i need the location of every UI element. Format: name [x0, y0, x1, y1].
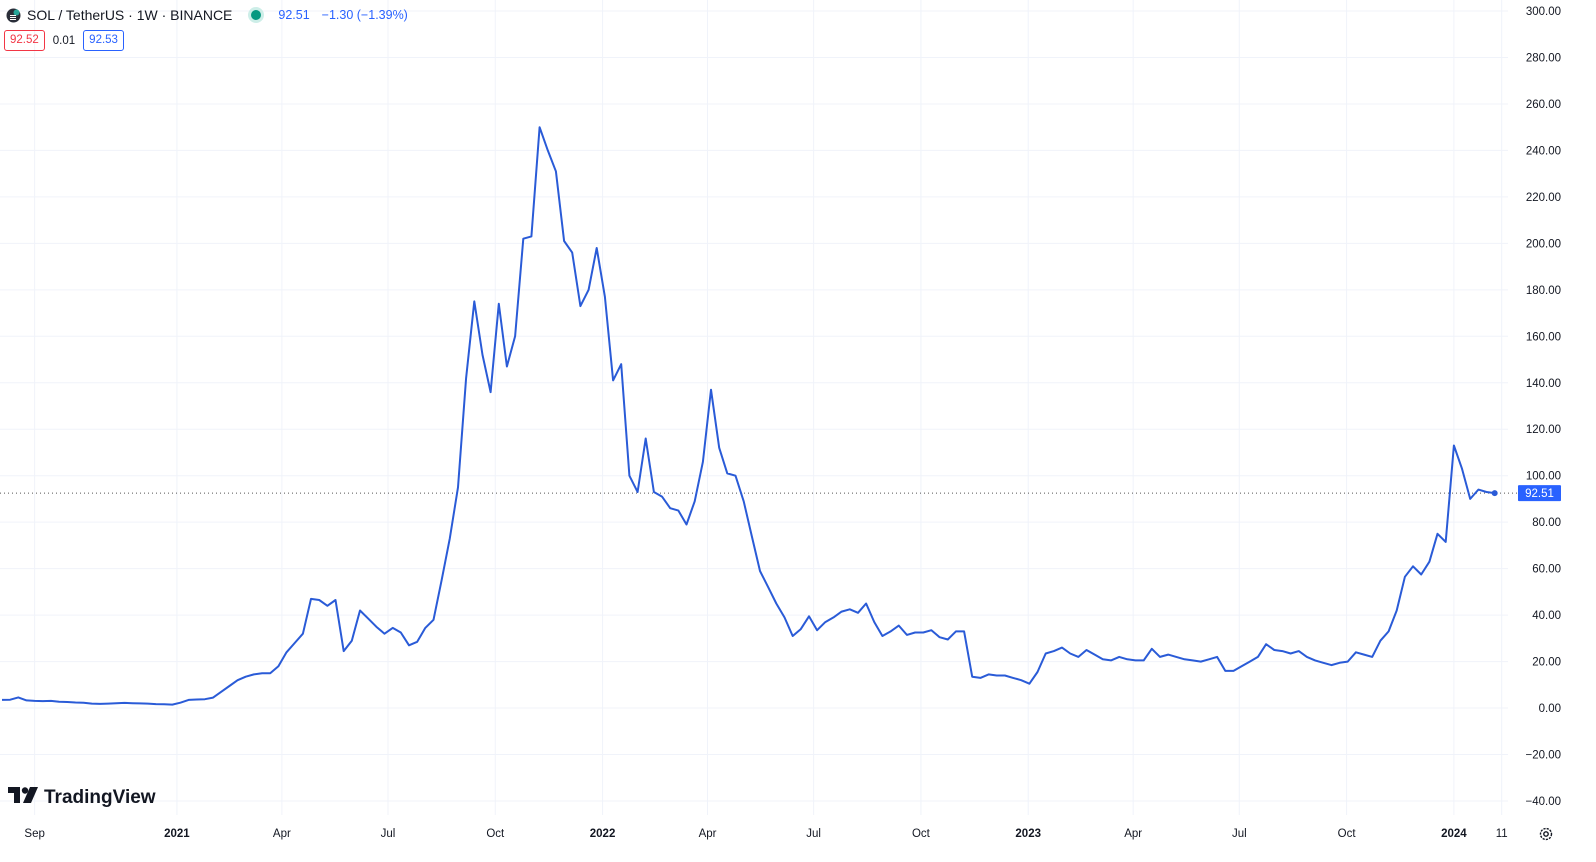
x-tick-label: 2024 — [1441, 828, 1467, 840]
market-status-dot-icon[interactable] — [248, 7, 265, 23]
tradingview-logo-icon — [8, 787, 38, 809]
y-tick-label: 40.00 — [1532, 610, 1561, 622]
x-tick-label: Oct — [1338, 828, 1357, 840]
y-tick-label: 120.00 — [1526, 424, 1561, 436]
x-tick-label: 2022 — [590, 828, 616, 840]
y-tick-label: −40.00 — [1526, 796, 1562, 808]
y-tick-label: 20.00 — [1532, 657, 1561, 669]
tradingview-logo[interactable]: TradingView — [8, 787, 156, 809]
symbol-title[interactable]: SOL / TetherUS · 1W · BINANCE — [27, 7, 233, 23]
x-tick-label: Jul — [1232, 828, 1247, 840]
x-tick-label: Jul — [381, 828, 396, 840]
y-tick-label: 200.00 — [1526, 238, 1561, 250]
x-tick-label: Apr — [699, 828, 717, 840]
y-tick-label: −20.00 — [1526, 750, 1562, 762]
tradingview-logo-text: TradingView — [44, 787, 156, 808]
x-tick-label: Oct — [486, 828, 505, 840]
sell-price-button[interactable]: 92.52 — [4, 30, 45, 51]
x-tick-label: Apr — [1124, 828, 1142, 840]
bid-ask-quotes: 92.52 0.01 92.53 — [4, 30, 124, 51]
x-tick-label: 11 — [1496, 828, 1508, 840]
last-price-marker — [1491, 490, 1498, 497]
x-tick-label: 2023 — [1015, 828, 1041, 840]
symbol-logo-icon — [6, 8, 21, 23]
y-tick-label: 100.00 — [1526, 471, 1561, 483]
vertical-gridlines — [34, 0, 1503, 815]
y-tick-label: 80.00 — [1532, 517, 1561, 529]
y-tick-label: 60.00 — [1532, 564, 1561, 576]
current-price-label: 92.51 — [1525, 488, 1554, 500]
series-line-sol-usdt[interactable] — [1, 126, 1495, 706]
y-tick-label: 0.00 — [1539, 703, 1561, 715]
y-tick-label: 260.00 — [1526, 99, 1561, 111]
y-tick-label: 140.00 — [1526, 378, 1561, 390]
price-change-value: −1.30 (−1.39%) — [321, 8, 408, 22]
current-price-badge: 92.51 — [1518, 485, 1561, 502]
last-price-value: 92.51 — [278, 8, 310, 22]
x-tick-label: 2021 — [164, 828, 190, 840]
buy-price-button[interactable]: 92.53 — [83, 30, 124, 51]
chart-header: SOL / TetherUS · 1W · BINANCE 92.51 −1.3… — [6, 5, 408, 25]
x-tick-label: Sep — [24, 828, 44, 840]
y-tick-label: 300.00 — [1526, 6, 1561, 18]
spread-value: 0.01 — [52, 34, 76, 47]
y-tick-label: 240.00 — [1526, 145, 1561, 157]
y-tick-label: 220.00 — [1526, 192, 1561, 204]
price-axis[interactable]: 300.00 280.00 260.00 240.00 220.00 200.00 180.… — [1526, 6, 1562, 808]
time-axis[interactable]: Sep 2021 Apr Jul Oct 2022 Apr Jul Oct 2023 Apr Jul O… — [24, 828, 1507, 840]
y-tick-label: 180.00 — [1526, 285, 1561, 297]
y-tick-label: 280.00 — [1526, 52, 1561, 64]
y-tick-label: 160.00 — [1526, 331, 1561, 343]
x-tick-label: Apr — [273, 828, 291, 840]
gear-icon[interactable] — [1538, 826, 1554, 842]
x-tick-label: Oct — [912, 828, 931, 840]
x-tick-label: Jul — [806, 828, 821, 840]
horizontal-gridlines — [0, 10, 1508, 802]
